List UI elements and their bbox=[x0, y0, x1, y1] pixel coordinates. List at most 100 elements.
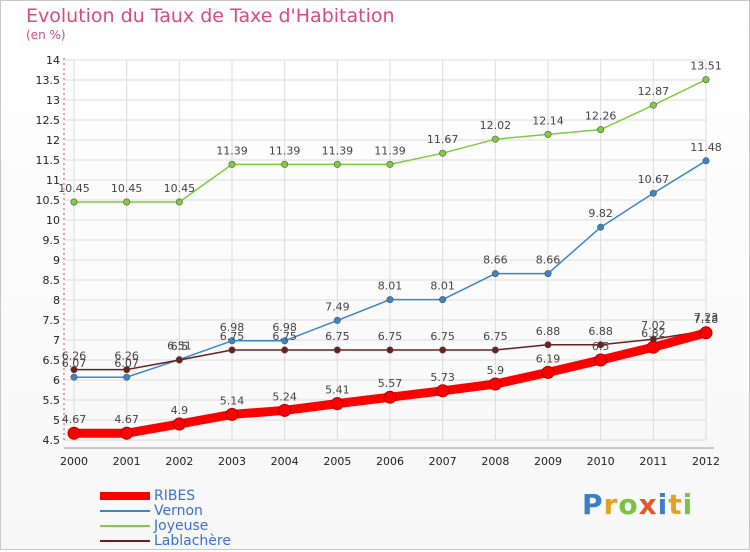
legend-label-ribes: RIBES bbox=[154, 488, 196, 504]
legend-swatch-lablachere bbox=[100, 540, 150, 542]
data-label: 6.07 bbox=[62, 357, 87, 370]
x-tick-label: 2007 bbox=[429, 455, 457, 468]
data-point bbox=[649, 101, 657, 109]
data-label: 11.39 bbox=[269, 144, 301, 157]
data-label: 12.87 bbox=[638, 85, 670, 98]
data-point bbox=[544, 270, 552, 278]
y-tick-label: 5 bbox=[53, 414, 60, 427]
data-point bbox=[175, 356, 183, 364]
data-label: 7.23 bbox=[694, 311, 719, 324]
logo-letter: i bbox=[682, 488, 694, 521]
data-point bbox=[67, 426, 81, 440]
data-label: 6.5 bbox=[171, 340, 189, 353]
data-label: 6.26 bbox=[114, 350, 139, 363]
data-label: 6.5 bbox=[592, 340, 610, 353]
data-point bbox=[646, 340, 660, 354]
data-point bbox=[702, 157, 710, 165]
data-point bbox=[330, 397, 344, 411]
y-tick-label: 12 bbox=[46, 134, 60, 147]
legend-label-joyeuse: Joyeuse bbox=[154, 518, 209, 534]
data-label: 6.26 bbox=[62, 350, 87, 363]
data-label: 5.24 bbox=[272, 390, 297, 403]
legend-swatch-ribes bbox=[100, 492, 150, 500]
x-tick-label: 2010 bbox=[587, 455, 615, 468]
data-label: 6.98 bbox=[220, 321, 245, 334]
data-label: 8.01 bbox=[430, 280, 455, 293]
y-tick-label: 14 bbox=[46, 54, 60, 67]
data-label: 5.14 bbox=[220, 394, 245, 407]
data-point bbox=[123, 366, 131, 374]
x-tick-label: 2006 bbox=[376, 455, 404, 468]
data-point bbox=[228, 160, 236, 168]
data-point bbox=[333, 316, 341, 324]
data-point bbox=[228, 346, 236, 354]
y-tick-label: 4.5 bbox=[43, 434, 61, 447]
data-label: 5.41 bbox=[325, 384, 350, 397]
data-point bbox=[175, 198, 183, 206]
data-label: 11.48 bbox=[690, 141, 722, 154]
data-label: 6.19 bbox=[536, 352, 561, 365]
data-point bbox=[225, 407, 239, 421]
y-tick-label: 6 bbox=[53, 374, 60, 387]
x-tick-label: 2008 bbox=[481, 455, 509, 468]
data-label: 8.01 bbox=[378, 280, 403, 293]
y-tick-label: 5.5 bbox=[43, 394, 61, 407]
y-tick-label: 7 bbox=[53, 334, 60, 347]
y-tick-label: 10 bbox=[46, 214, 60, 227]
data-label: 10.45 bbox=[111, 182, 143, 195]
data-point bbox=[544, 341, 552, 349]
data-point bbox=[439, 149, 447, 157]
proxiti-logo: Proxiti bbox=[582, 488, 693, 521]
data-point bbox=[491, 270, 499, 278]
data-point bbox=[70, 373, 78, 381]
data-point bbox=[439, 296, 447, 304]
data-label: 8.66 bbox=[536, 254, 561, 267]
data-label: 11.67 bbox=[427, 133, 459, 146]
data-label: 8.66 bbox=[483, 254, 508, 267]
y-tick-label: 13.5 bbox=[36, 74, 61, 87]
data-label: 6.88 bbox=[588, 325, 613, 338]
data-label: 6.88 bbox=[536, 325, 561, 338]
data-label: 7.49 bbox=[325, 300, 350, 313]
logo-letter: i bbox=[657, 488, 669, 521]
data-label: 10.45 bbox=[58, 182, 90, 195]
data-label: 6.75 bbox=[325, 330, 350, 343]
y-tick-label: 12.5 bbox=[36, 114, 61, 127]
data-point bbox=[386, 346, 394, 354]
data-label: 11.39 bbox=[322, 144, 354, 157]
data-label: 6.07 bbox=[114, 357, 139, 370]
data-label: 6.82 bbox=[641, 327, 666, 340]
data-point bbox=[278, 403, 292, 417]
data-point bbox=[228, 337, 236, 345]
x-tick-label: 2000 bbox=[60, 455, 88, 468]
y-tick-label: 7.5 bbox=[43, 314, 61, 327]
data-point bbox=[541, 365, 555, 379]
data-label: 7.02 bbox=[641, 319, 666, 332]
y-tick-label: 9 bbox=[53, 254, 60, 267]
y-tick-label: 10.5 bbox=[36, 194, 61, 207]
data-point bbox=[333, 160, 341, 168]
x-tick-label: 2012 bbox=[692, 455, 720, 468]
legend-swatch-joyeuse bbox=[100, 525, 150, 527]
data-point bbox=[597, 223, 605, 231]
chart-subtitle: (en %) bbox=[26, 28, 66, 42]
data-point bbox=[439, 346, 447, 354]
data-label: 10.67 bbox=[638, 173, 670, 186]
x-tick-label: 2009 bbox=[534, 455, 562, 468]
data-point bbox=[123, 373, 131, 381]
data-label: 9.82 bbox=[588, 207, 613, 220]
data-point bbox=[386, 160, 394, 168]
data-point bbox=[488, 377, 502, 391]
x-tick-label: 2002 bbox=[165, 455, 193, 468]
data-point bbox=[70, 366, 78, 374]
logo-letter: x bbox=[638, 488, 658, 521]
y-tick-label: 11 bbox=[46, 174, 60, 187]
legend-swatch-vernon bbox=[100, 510, 150, 512]
data-label: 4.67 bbox=[62, 413, 87, 426]
data-point bbox=[491, 346, 499, 354]
data-point bbox=[544, 130, 552, 138]
x-tick-label: 2004 bbox=[271, 455, 299, 468]
data-label: 4.67 bbox=[114, 413, 139, 426]
